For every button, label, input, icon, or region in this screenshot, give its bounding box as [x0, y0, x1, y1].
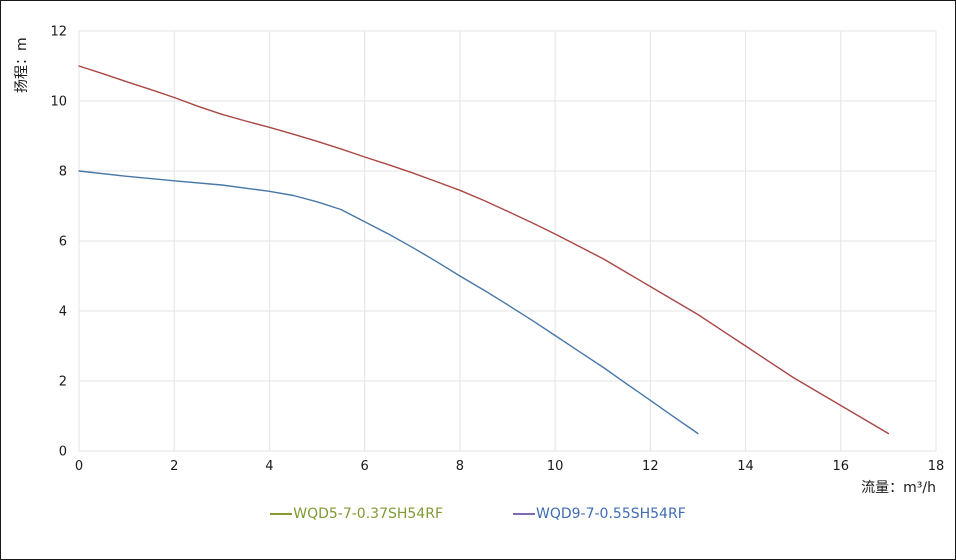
- x-tick-label: 4: [265, 459, 273, 474]
- x-tick-label: 2: [170, 459, 178, 474]
- x-tick-label: 10: [547, 459, 564, 474]
- y-tick-label: 0: [59, 445, 67, 460]
- y-axis-label: 扬程：m: [14, 37, 30, 93]
- x-tick-label: 18: [928, 459, 945, 474]
- x-tick-label: 0: [75, 459, 83, 474]
- y-tick-label: 10: [50, 95, 67, 110]
- series-line: [78, 170, 699, 435]
- legend-item: WQD9-7-0.55SH54RF: [513, 507, 686, 521]
- legend-label: WQD9-7-0.55SH54RF: [536, 506, 686, 522]
- y-tick-label: 8: [59, 165, 67, 180]
- y-tick-label: 6: [59, 235, 67, 250]
- x-tick-label: 14: [737, 459, 754, 474]
- chart-legend: WQD5-7-0.37SH54RF WQD9-7-0.55SH54RF: [1, 507, 955, 521]
- chart-plot-area: 扬程：m 流量：m³/h 0 2 4 6 8 10 12 14 16 18 0 2 4 6 8 10 12: [14, 25, 945, 497]
- series-line: [78, 65, 890, 435]
- x-tick-label: 8: [456, 459, 464, 474]
- legend-label: WQD5-7-0.37SH54RF: [293, 506, 443, 522]
- legend-line-sample: [270, 513, 293, 515]
- x-tick-label: 6: [361, 459, 369, 474]
- y-tick-label: 4: [59, 305, 67, 320]
- y-tick-label: 2: [59, 375, 67, 390]
- legend-line-sample: [513, 513, 535, 515]
- x-tick-label: 16: [833, 459, 850, 474]
- x-axis-label: 流量：m³/h: [861, 480, 936, 496]
- legend-item: WQD5-7-0.37SH54RF: [270, 507, 443, 521]
- x-tick-label: 12: [642, 459, 659, 474]
- y-tick-label: 12: [50, 25, 67, 40]
